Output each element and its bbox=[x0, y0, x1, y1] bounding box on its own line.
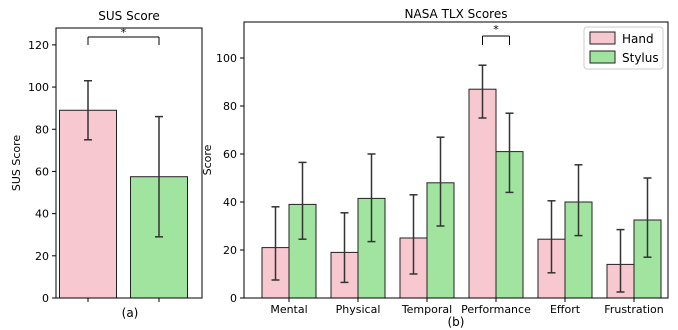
sus-chart-title: SUS Score bbox=[98, 9, 159, 23]
legend-label-stylus: Stylus bbox=[622, 51, 659, 65]
legend-label-hand: Hand bbox=[622, 32, 654, 46]
tlx-chart-title: NASA TLX Scores bbox=[405, 7, 508, 21]
tlx-x-tick-label: Temporal bbox=[401, 303, 452, 316]
sus-y-tick-label: 80 bbox=[35, 123, 49, 136]
sus-score-panel: SUS Score SUS Score (a) * 0 20 40 60 80 100 12… bbox=[10, 9, 203, 320]
tlx-bar-stylus bbox=[495, 151, 524, 299]
tlx-bar-hand bbox=[468, 88, 497, 299]
tlx-panel-label: (b) bbox=[448, 315, 465, 329]
legend-swatch-hand bbox=[589, 31, 616, 45]
tlx-significance-label: * bbox=[493, 23, 499, 36]
tlx-x-tick-label: Effort bbox=[550, 303, 581, 316]
sus-y-tick-label: 40 bbox=[35, 208, 49, 221]
sus-plot-frame bbox=[55, 27, 203, 299]
tlx-x-tick-label: Performance bbox=[461, 303, 531, 316]
tlx-x-tick-label: Mental bbox=[270, 303, 307, 316]
tlx-y-tick-label: 100 bbox=[216, 52, 237, 65]
tlx-y-tick-label: 0 bbox=[230, 292, 237, 305]
tlx-x-tick-label: Physical bbox=[336, 303, 381, 316]
tlx-plot-frame bbox=[243, 21, 669, 299]
sus-y-axis-label: SUS Score bbox=[10, 135, 23, 192]
sus-significance-label: * bbox=[121, 26, 127, 39]
sus-y-tick-label: 100 bbox=[28, 81, 49, 94]
sus-y-tick-label: 20 bbox=[35, 250, 49, 263]
tlx-y-tick-label: 20 bbox=[223, 244, 237, 257]
nasa-tlx-panel: NASA TLX Scores Score (b) * 0 20 40 60 80 100… bbox=[201, 7, 669, 329]
sus-y-tick-label: 0 bbox=[42, 292, 49, 305]
tlx-y-tick-label: 80 bbox=[223, 100, 237, 113]
legend-swatch-stylus bbox=[589, 50, 616, 64]
tlx-legend: Hand Stylus bbox=[583, 26, 664, 70]
tlx-x-tick-label: Frustration bbox=[604, 303, 663, 316]
tlx-y-tick-label: 60 bbox=[223, 148, 237, 161]
sus-y-tick-label: 120 bbox=[28, 39, 49, 52]
tlx-y-axis-label: Score bbox=[201, 144, 214, 175]
sus-y-tick-label: 60 bbox=[35, 165, 49, 178]
sus-marks: 0 20 40 60 80 100 120 bbox=[28, 36, 188, 305]
tlx-y-tick-label: 40 bbox=[223, 196, 237, 209]
sus-panel-label: (a) bbox=[122, 306, 139, 320]
tlx-marks: 0 20 40 60 80 100 Mental Physical Temporal Perfor… bbox=[216, 35, 664, 316]
